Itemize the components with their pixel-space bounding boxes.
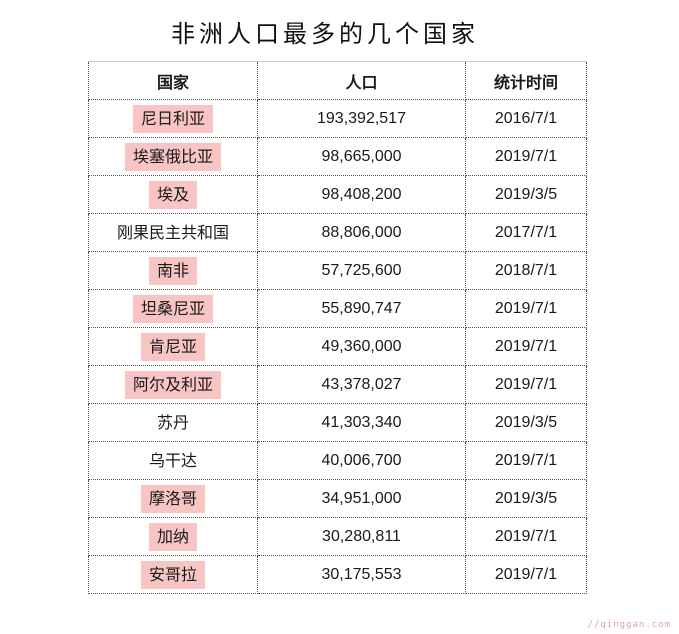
country-name: 埃塞俄比亚 bbox=[124, 142, 221, 171]
population-cell: 193,392,517 bbox=[257, 99, 466, 138]
country-cell: 刚果民主共和国 bbox=[88, 213, 258, 252]
country-cell: 埃塞俄比亚 bbox=[88, 137, 258, 176]
country-name: 安哥拉 bbox=[140, 560, 205, 589]
table-row: 尼日利亚 193,392,517 2016/7/1 bbox=[88, 99, 587, 138]
country-cell: 南非 bbox=[88, 251, 258, 290]
date-cell: 2019/7/1 bbox=[465, 137, 587, 176]
table-row: 加纳 30,280,811 2019/7/1 bbox=[88, 517, 587, 556]
country-cell: 阿尔及利亚 bbox=[88, 365, 258, 404]
header-country: 国家 bbox=[88, 61, 258, 100]
table-row: 埃及 98,408,200 2019/3/5 bbox=[88, 175, 587, 214]
population-cell: 30,280,811 bbox=[257, 517, 466, 556]
population-cell: 30,175,553 bbox=[257, 555, 466, 594]
table-row: 南非 57,725,600 2018/7/1 bbox=[88, 251, 587, 290]
country-cell: 坦桑尼亚 bbox=[88, 289, 258, 328]
country-name: 埃及 bbox=[148, 180, 197, 209]
table-row: 乌干达 40,006,700 2019/7/1 bbox=[88, 441, 587, 480]
date-cell: 2019/7/1 bbox=[465, 365, 587, 404]
country-name: 南非 bbox=[148, 256, 197, 285]
table-row: 肯尼亚 49,360,000 2019/7/1 bbox=[88, 327, 587, 366]
population-cell: 98,665,000 bbox=[257, 137, 466, 176]
date-cell: 2019/7/1 bbox=[465, 555, 587, 594]
population-cell: 88,806,000 bbox=[257, 213, 466, 252]
header-population: 人口 bbox=[257, 61, 466, 100]
header-date: 统计时间 bbox=[465, 61, 587, 100]
country-cell: 尼日利亚 bbox=[88, 99, 258, 138]
population-cell: 57,725,600 bbox=[257, 251, 466, 290]
date-cell: 2019/7/1 bbox=[465, 327, 587, 366]
population-cell: 34,951,000 bbox=[257, 479, 466, 518]
country-cell: 摩洛哥 bbox=[88, 479, 258, 518]
watermark: //qinggan.com bbox=[587, 620, 671, 630]
country-name: 加纳 bbox=[148, 522, 197, 551]
population-cell: 98,408,200 bbox=[257, 175, 466, 214]
country-cell: 乌干达 bbox=[88, 441, 258, 480]
population-table: 国家 人口 统计时间 尼日利亚 193,392,517 2016/7/1 埃塞俄比亚 9… bbox=[88, 61, 587, 594]
date-cell: 2019/7/1 bbox=[465, 517, 587, 556]
table-row: 刚果民主共和国 88,806,000 2017/7/1 bbox=[88, 213, 587, 252]
table-row: 阿尔及利亚 43,378,027 2019/7/1 bbox=[88, 365, 587, 404]
country-name: 刚果民主共和国 bbox=[116, 222, 229, 242]
population-cell: 43,378,027 bbox=[257, 365, 466, 404]
date-cell: 2019/7/1 bbox=[465, 289, 587, 328]
country-cell: 苏丹 bbox=[88, 403, 258, 442]
table-row: 安哥拉 30,175,553 2019/7/1 bbox=[88, 555, 587, 594]
date-cell: 2019/7/1 bbox=[465, 441, 587, 480]
date-cell: 2018/7/1 bbox=[465, 251, 587, 290]
country-name: 肯尼亚 bbox=[140, 332, 205, 361]
country-name: 坦桑尼亚 bbox=[132, 294, 213, 323]
country-name: 尼日利亚 bbox=[132, 104, 213, 133]
country-name: 阿尔及利亚 bbox=[124, 370, 221, 399]
page-title: 非洲人口最多的几个国家 bbox=[171, 20, 479, 48]
country-cell: 埃及 bbox=[88, 175, 258, 214]
country-cell: 加纳 bbox=[88, 517, 258, 556]
date-cell: 2017/7/1 bbox=[465, 213, 587, 252]
population-cell: 41,303,340 bbox=[257, 403, 466, 442]
date-cell: 2016/7/1 bbox=[465, 99, 587, 138]
country-cell: 肯尼亚 bbox=[88, 327, 258, 366]
table-row: 摩洛哥 34,951,000 2019/3/5 bbox=[88, 479, 587, 518]
date-cell: 2019/3/5 bbox=[465, 403, 587, 442]
table-row: 苏丹 41,303,340 2019/3/5 bbox=[88, 403, 587, 442]
date-cell: 2019/3/5 bbox=[465, 479, 587, 518]
population-cell: 55,890,747 bbox=[257, 289, 466, 328]
population-cell: 49,360,000 bbox=[257, 327, 466, 366]
country-cell: 安哥拉 bbox=[88, 555, 258, 594]
table-header-row: 国家 人口 统计时间 bbox=[88, 61, 587, 100]
country-name: 摩洛哥 bbox=[140, 484, 205, 513]
country-name: 乌干达 bbox=[148, 450, 197, 470]
table-row: 埃塞俄比亚 98,665,000 2019/7/1 bbox=[88, 137, 587, 176]
date-cell: 2019/3/5 bbox=[465, 175, 587, 214]
table-body: 尼日利亚 193,392,517 2016/7/1 埃塞俄比亚 98,665,000 20… bbox=[88, 99, 587, 594]
table-row: 坦桑尼亚 55,890,747 2019/7/1 bbox=[88, 289, 587, 328]
population-cell: 40,006,700 bbox=[257, 441, 466, 480]
country-name: 苏丹 bbox=[156, 412, 189, 432]
